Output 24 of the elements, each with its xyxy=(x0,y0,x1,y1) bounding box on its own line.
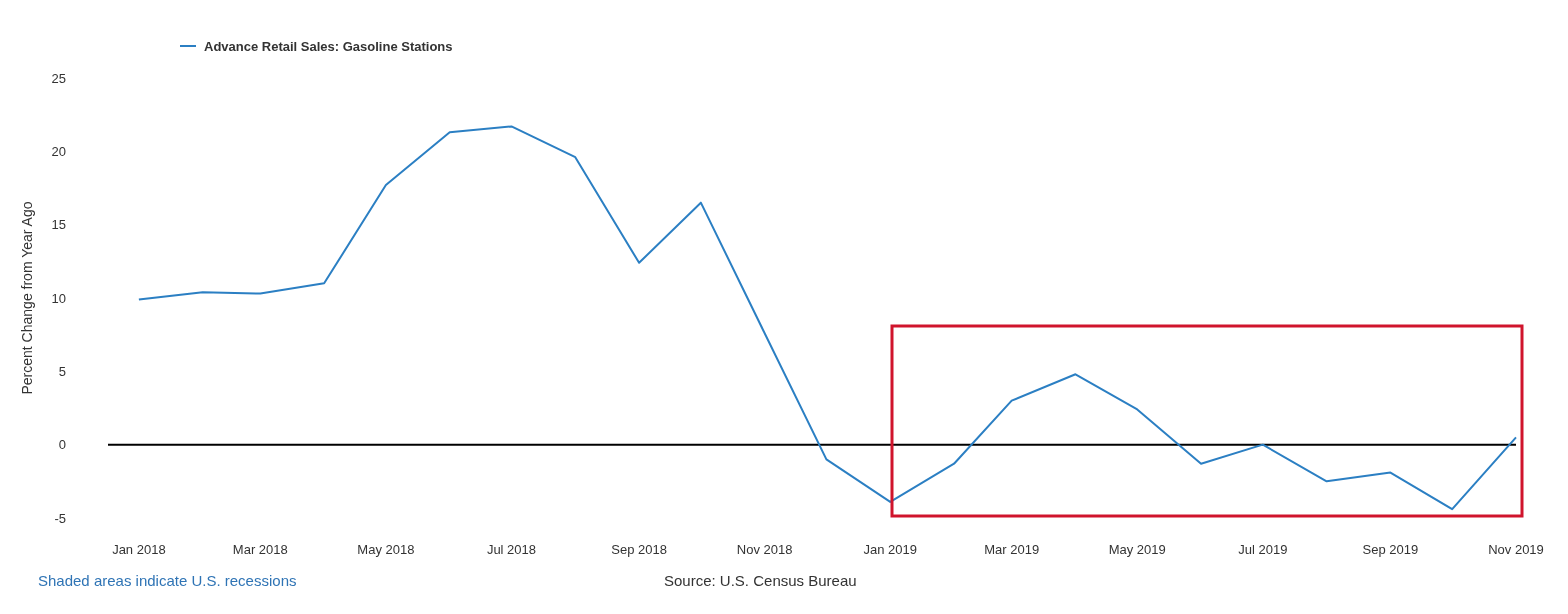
x-tick-label: Jan 2019 xyxy=(863,542,917,557)
y-axis-title: Percent Change from Year Ago xyxy=(19,201,35,395)
y-tick-label: 25 xyxy=(51,70,66,86)
x-tick-label: Mar 2019 xyxy=(984,542,1040,557)
line-series xyxy=(137,125,1517,511)
x-tick-label: Jul 2018 xyxy=(486,542,537,557)
y-tick-label: -5 xyxy=(54,510,66,526)
x-tick-label: Jul 2019 xyxy=(1238,542,1288,557)
legend-label: Advance Retail Sales: Gasoline Stations xyxy=(204,38,453,54)
x-tick-label: Sep 2018 xyxy=(611,542,667,557)
x-tick-label: Sep 2019 xyxy=(1362,542,1419,557)
text: Shaded areas indicate U.S. recessions xyxy=(38,572,297,589)
x-tick-label: Jan 2018 xyxy=(112,542,166,557)
y-tick-label: 5 xyxy=(58,363,66,379)
x-tick-label: May 2019 xyxy=(1108,542,1166,557)
y-tick-label: 10 xyxy=(51,290,66,306)
y-tick-label: 0 xyxy=(58,437,66,453)
source-note: Source: U.S. Census Bureau xyxy=(664,572,857,589)
x-tick-label: Nov 2019 xyxy=(1488,542,1544,557)
y-tick-label: 15 xyxy=(51,217,66,233)
x-tick-label: May 2018 xyxy=(357,542,415,557)
y-tick-label: 20 xyxy=(51,143,66,159)
x-tick-label: Nov 2018 xyxy=(736,542,793,557)
x-tick-label: Mar 2018 xyxy=(232,542,288,557)
